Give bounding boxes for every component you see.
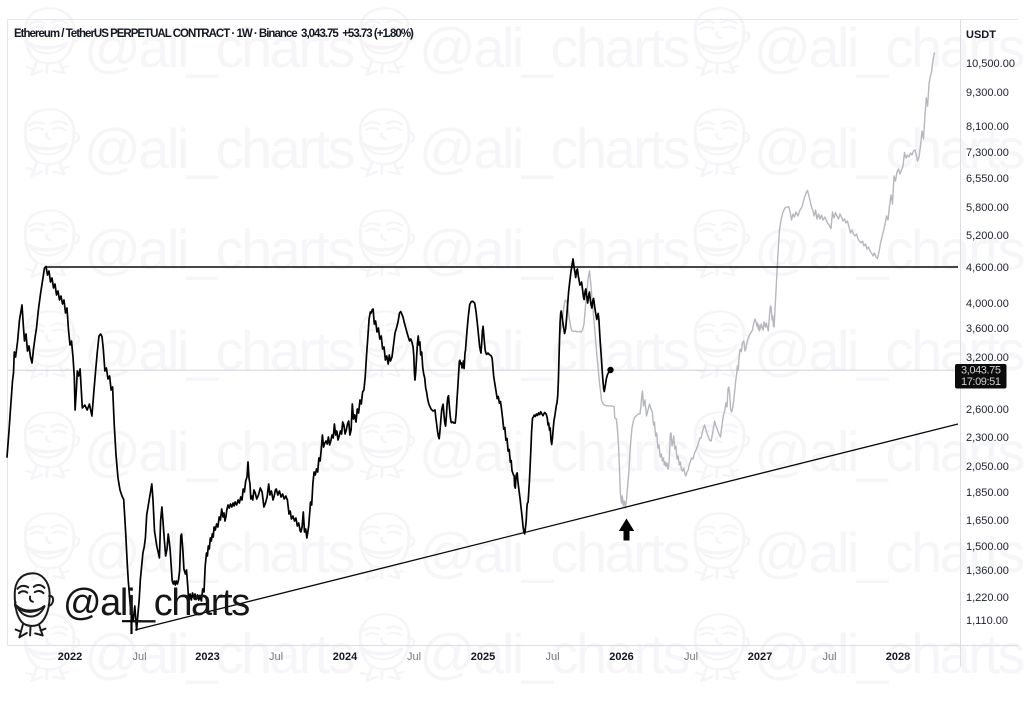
svg-text:2025: 2025 <box>471 651 495 663</box>
svg-text:@ali_charts: @ali_charts <box>754 521 1024 584</box>
svg-text:3,200.00: 3,200.00 <box>966 352 1009 364</box>
svg-text:2023: 2023 <box>195 651 219 663</box>
svg-text:1,360.00: 1,360.00 <box>966 565 1009 577</box>
svg-text:@ali_charts: @ali_charts <box>419 521 689 584</box>
svg-text:USDT: USDT <box>966 29 996 41</box>
svg-text:@ali_charts: @ali_charts <box>754 16 1024 79</box>
svg-text:4,000.00: 4,000.00 <box>966 298 1009 310</box>
svg-text:@ali_charts: @ali_charts <box>419 16 689 79</box>
svg-text:3,600.00: 3,600.00 <box>966 323 1009 335</box>
svg-text:Jul: Jul <box>822 651 836 663</box>
svg-text:1,650.00: 1,650.00 <box>966 515 1009 527</box>
svg-text:17:09:51: 17:09:51 <box>961 376 1001 388</box>
svg-text:Jul: Jul <box>545 651 559 663</box>
svg-text:@ali_charts: @ali_charts <box>84 16 354 79</box>
svg-text:@ali_charts: @ali_charts <box>63 582 249 624</box>
svg-text:10,500.00: 10,500.00 <box>966 58 1015 70</box>
svg-text:2028: 2028 <box>886 651 910 663</box>
svg-text:@ali_charts: @ali_charts <box>84 420 354 483</box>
svg-text:@ali_charts: @ali_charts <box>419 622 689 685</box>
svg-text:5,200.00: 5,200.00 <box>966 230 1009 242</box>
svg-text:@ali_charts: @ali_charts <box>84 218 354 281</box>
svg-text:@ali_charts: @ali_charts <box>754 117 1024 180</box>
svg-text:@ali_charts: @ali_charts <box>754 622 1024 685</box>
svg-text:8,100.00: 8,100.00 <box>966 121 1009 133</box>
svg-text:3,043.75: 3,043.75 <box>961 365 1001 377</box>
svg-text:Ethereum / TetherUS PERPETUAL: Ethereum / TetherUS PERPETUAL CONTRACT ·… <box>14 28 414 40</box>
svg-text:@ali_charts: @ali_charts <box>754 420 1024 483</box>
svg-text:2027: 2027 <box>748 651 772 663</box>
svg-text:@ali_charts: @ali_charts <box>419 420 689 483</box>
svg-text:2,050.00: 2,050.00 <box>966 461 1009 473</box>
svg-text:@ali_charts: @ali_charts <box>419 319 689 382</box>
svg-text:1,850.00: 1,850.00 <box>966 487 1009 499</box>
svg-text:2022: 2022 <box>58 651 82 663</box>
svg-text:1,220.00: 1,220.00 <box>966 592 1009 604</box>
svg-text:Jul: Jul <box>684 651 698 663</box>
svg-text:7,300.00: 7,300.00 <box>966 147 1009 159</box>
svg-text:2,300.00: 2,300.00 <box>966 432 1009 444</box>
svg-text:@ali_charts: @ali_charts <box>754 218 1024 281</box>
svg-text:@ali_charts: @ali_charts <box>419 218 689 281</box>
svg-text:9,300.00: 9,300.00 <box>966 87 1009 99</box>
svg-text:5,800.00: 5,800.00 <box>966 202 1009 214</box>
svg-text:Jul: Jul <box>132 651 146 663</box>
svg-text:1,500.00: 1,500.00 <box>966 541 1009 553</box>
svg-text:@ali_charts: @ali_charts <box>84 521 354 584</box>
svg-text:Jul: Jul <box>407 651 421 663</box>
svg-text:@ali_charts: @ali_charts <box>419 117 689 180</box>
svg-text:2026: 2026 <box>609 651 633 663</box>
svg-text:@ali_charts: @ali_charts <box>84 319 354 382</box>
svg-text:@ali_charts: @ali_charts <box>84 117 354 180</box>
svg-text:2,600.00: 2,600.00 <box>966 404 1009 416</box>
svg-text:6,550.00: 6,550.00 <box>966 173 1009 185</box>
svg-text:4,600.00: 4,600.00 <box>966 262 1009 274</box>
svg-text:Jul: Jul <box>269 651 283 663</box>
svg-text:@ali_charts: @ali_charts <box>84 622 354 685</box>
svg-text:2024: 2024 <box>333 651 358 663</box>
svg-text:1,110.00: 1,110.00 <box>966 615 1008 627</box>
